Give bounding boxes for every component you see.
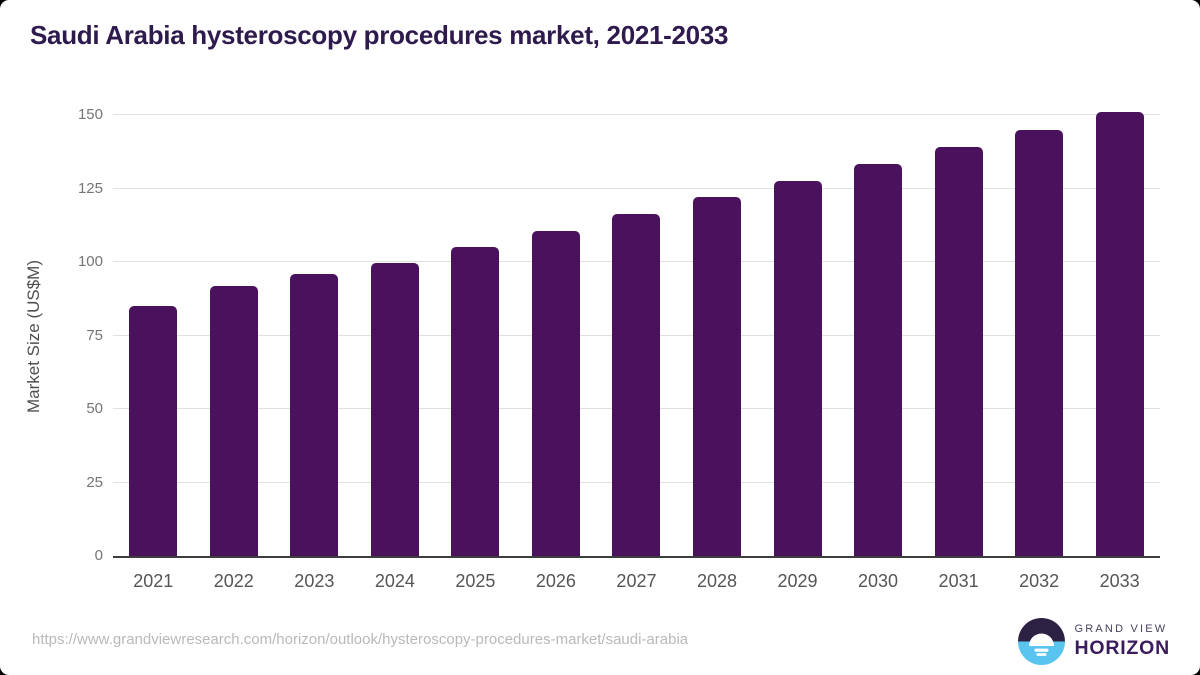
bar-column: 2023 (290, 273, 339, 591)
y-tick-label: 125 (77, 179, 103, 197)
bar-2023[interactable] (290, 273, 339, 556)
x-tick-label: 2027 (616, 571, 657, 591)
x-tick-label: 2021 (133, 571, 174, 591)
bar-2030[interactable] (854, 163, 903, 556)
y-tick-label: 50 (86, 400, 103, 417)
chart-title: Saudi Arabia hysteroscopy procedures mar… (30, 20, 729, 50)
gridline (113, 114, 1160, 115)
y-tick-label: 150 (77, 106, 103, 123)
bar-2021[interactable] (129, 306, 178, 556)
x-tick-label: 2023 (294, 571, 335, 591)
bar-2033[interactable] (1095, 112, 1144, 556)
bar-column: 2030 (854, 163, 903, 591)
logo-grand-view-label: GRAND VIEW (1074, 623, 1168, 635)
x-tick-label: 2033 (1099, 571, 1140, 591)
gridline (113, 187, 1160, 189)
brand-logo-text: GRAND VIEW HORIZON (1074, 623, 1170, 660)
y-tick-label: 0 (94, 547, 103, 564)
x-tick-label: 2031 (938, 571, 979, 591)
bar-column: 2028 (692, 197, 741, 591)
bar-2025[interactable] (451, 247, 500, 556)
bar-2027[interactable] (612, 213, 661, 556)
y-tick-label: 25 (86, 473, 103, 491)
bar-column: 2026 (531, 231, 580, 591)
bar-2024[interactable] (370, 263, 419, 556)
bar-column: 2031 (934, 147, 983, 591)
bar-column: 2021 (129, 306, 178, 591)
y-axis-title-text: Market Size (US$M) (24, 259, 43, 414)
brand-logo: GRAND VIEW HORIZON (1018, 618, 1170, 665)
source-url: https://www.grandviewresearch.com/horizo… (32, 631, 689, 648)
bar-2028[interactable] (692, 197, 741, 556)
plot-area: 0 25 50 75 100 125 150 2021 2022 2023 2024 2025 2026… (78, 106, 1160, 591)
horizon-sun-icon (1018, 618, 1066, 665)
bar-column: 2022 (209, 285, 258, 591)
x-tick-label: 2030 (858, 571, 899, 591)
bar-2029[interactable] (773, 181, 822, 556)
bar-2022[interactable] (209, 285, 258, 556)
bar-column: 2024 (370, 263, 419, 591)
bar-2032[interactable] (1015, 129, 1064, 556)
bar-column: 2027 (612, 213, 661, 591)
x-tick-label: 2032 (1019, 571, 1060, 591)
y-tick-label: 75 (86, 326, 103, 344)
bar-2031[interactable] (934, 147, 983, 556)
x-tick-label: 2022 (213, 571, 254, 591)
y-axis-title: Market Size (US$M) (24, 115, 44, 558)
bar-column: 2033 (1095, 112, 1144, 591)
x-tick-label: 2029 (777, 571, 818, 591)
x-tick-label: 2028 (696, 571, 738, 591)
bar-column: 2032 (1015, 129, 1064, 591)
x-tick-label: 2025 (455, 571, 496, 591)
bar-2026[interactable] (531, 231, 580, 556)
x-tick-label: 2024 (374, 571, 415, 591)
bar-column: 2025 (451, 247, 500, 591)
y-tick-label: 100 (77, 253, 103, 270)
x-tick-label: 2026 (535, 571, 576, 591)
logo-horizon-label: HORIZON (1074, 637, 1170, 659)
bar-column: 2029 (773, 181, 822, 591)
